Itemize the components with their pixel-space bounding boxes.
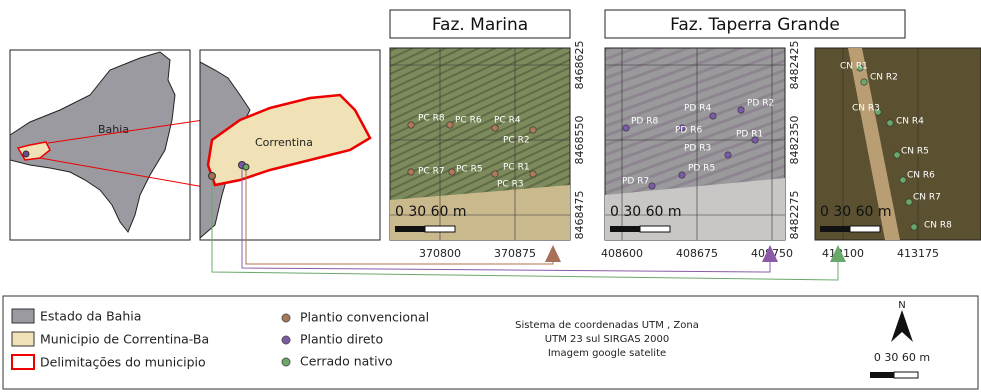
figure: Bahia Correntina Faz. Marina Faz. Taperr… <box>0 0 981 392</box>
point-label: CN R8 <box>924 221 952 231</box>
point-dot <box>861 79 867 85</box>
scale-label: 0 30 60 m <box>820 204 892 220</box>
point-label: PC R6 <box>455 116 482 126</box>
scale-label: 0 30 60 m <box>610 204 682 220</box>
legend-label: Cerrado nativo <box>300 354 393 369</box>
coordinate-label: 8468475 <box>573 191 586 240</box>
site-dot <box>23 151 29 157</box>
coordinate-label: 8482425 <box>788 41 801 90</box>
point-label: CN R2 <box>870 73 898 83</box>
point-dot <box>649 183 655 189</box>
scale-bar <box>894 372 918 378</box>
point-label: CN R5 <box>901 147 929 157</box>
coordinate-label: 8468625 <box>573 41 586 90</box>
note: UTM 23 sul SIRGAS 2000 <box>545 334 669 345</box>
point-label: CN R4 <box>896 117 924 127</box>
point-label: PD R4 <box>684 104 711 114</box>
point-dot <box>449 169 455 175</box>
point-dot <box>894 152 900 158</box>
legend-dot <box>282 358 290 366</box>
point-dot <box>906 199 912 205</box>
panel-title: Faz. Marina <box>432 15 528 35</box>
scale-bar <box>870 372 894 378</box>
north-label: N <box>898 300 905 311</box>
point-label: PD R7 <box>622 177 649 187</box>
coordinate-label: 370800 <box>419 247 461 260</box>
point-label: PD R2 <box>747 99 774 109</box>
point-dot <box>623 125 629 131</box>
note: Sistema de coordenadas UTM , Zona <box>515 320 699 331</box>
municipality-label: Correntina <box>255 136 313 149</box>
coordinate-label: 408675 <box>676 247 718 260</box>
point-dot <box>492 125 498 131</box>
point-label: CN R3 <box>852 104 880 114</box>
point-label: PC R4 <box>494 116 521 126</box>
legend-swatch <box>12 332 34 346</box>
scale-bar <box>395 226 425 232</box>
point-dot <box>911 224 917 230</box>
legend-dot <box>282 336 290 344</box>
legend-label: Estado da Bahia <box>40 309 141 324</box>
point-dot <box>738 107 744 113</box>
legend-swatch <box>12 309 34 323</box>
legend-label: Plantio direto <box>300 332 383 347</box>
scale-bar <box>425 226 455 232</box>
marker <box>545 245 561 262</box>
coordinate-label: 370875 <box>494 247 536 260</box>
point-label: PC R8 <box>418 114 445 124</box>
note: Imagem google satelite <box>548 348 666 359</box>
point-dot <box>408 122 414 128</box>
legend-dot <box>282 314 290 322</box>
point-label: CN R1 <box>840 62 868 72</box>
point-dot <box>447 122 453 128</box>
point-label: PD R5 <box>688 164 715 174</box>
coordinate-label: 8482275 <box>788 191 801 240</box>
point-dot <box>492 171 498 177</box>
point-dot <box>530 171 536 177</box>
sample-point: PD R6 <box>675 125 702 136</box>
point-label: CN R6 <box>907 171 935 181</box>
point-label: PC R1 <box>503 163 530 173</box>
scale-bar <box>610 226 640 232</box>
point-dot <box>530 127 536 133</box>
scale-bar <box>820 226 850 232</box>
sample-point: CN R3 <box>852 104 881 116</box>
point-label: CN R7 <box>913 193 941 203</box>
point-dot <box>408 169 414 175</box>
scale-label: 0 30 60 m <box>395 204 467 220</box>
legend-label: Municipio de Correntina-Ba <box>40 332 209 347</box>
site-dot <box>243 164 249 170</box>
point-label: PC R3 <box>497 180 524 190</box>
scale-bar <box>640 226 670 232</box>
point-label: PC R2 <box>503 136 530 146</box>
coordinate-label: 8468550 <box>573 116 586 165</box>
point-dot <box>710 113 716 119</box>
legend-swatch <box>12 355 34 369</box>
site-dot <box>209 173 216 180</box>
scale-label: 0 30 60 m <box>874 351 930 364</box>
point-label: PD R6 <box>675 126 702 136</box>
point-dot <box>679 172 685 178</box>
point-label: PD R1 <box>736 130 763 140</box>
point-label: PD R3 <box>684 144 711 154</box>
scale-bar <box>850 226 880 232</box>
point-dot <box>900 177 906 183</box>
legend-label: Plantio convencional <box>300 310 429 325</box>
coordinate-label: 8482350 <box>788 116 801 165</box>
state-label: Bahia <box>98 123 129 136</box>
point-label: PC R5 <box>456 165 483 175</box>
point-label: PC R7 <box>418 167 445 177</box>
point-dot <box>725 152 731 158</box>
coordinate-label: 413175 <box>897 247 939 260</box>
point-dot <box>887 120 893 126</box>
coordinate-label: 408600 <box>601 247 643 260</box>
legend-label: Delimitações do municipio <box>40 355 206 370</box>
point-label: PD R8 <box>631 117 658 127</box>
sample-point: CN R1 <box>840 62 868 72</box>
panel-title: Faz. Taperra Grande <box>670 15 840 35</box>
